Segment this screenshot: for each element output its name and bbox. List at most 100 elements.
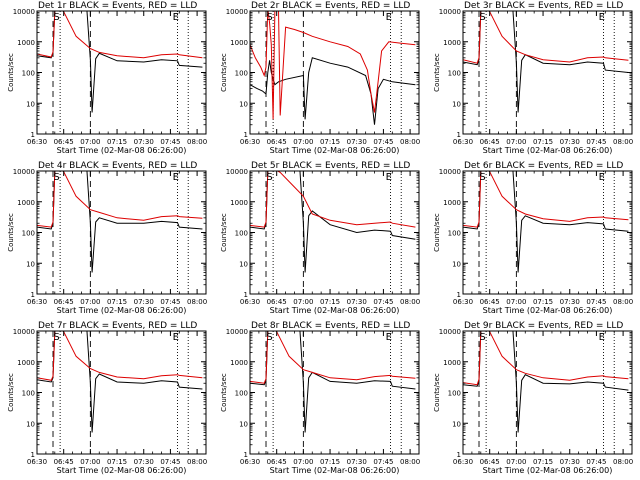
x-tick-label: 07:45 — [160, 458, 180, 466]
y-tick-label: 10000 — [439, 8, 461, 16]
x-tick-label: 07:00 — [293, 138, 313, 146]
y-tick-label: 10 — [452, 420, 461, 428]
y-tick-label: 10 — [452, 100, 461, 108]
x-tick-label: 07:30 — [347, 298, 367, 306]
x-tick-label: 07:00 — [506, 138, 526, 146]
annotation-s: S — [266, 172, 272, 183]
x-tick-label: 07:45 — [586, 138, 606, 146]
y-tick-label: 10 — [26, 420, 35, 428]
annotation-s: S — [266, 12, 272, 23]
annotation-e: E — [386, 12, 392, 23]
y-axis-label: Counts/sec — [7, 53, 15, 92]
x-tick-label: 07:45 — [160, 138, 180, 146]
y-tick-label: 1000 — [443, 39, 461, 47]
y-tick-label: 100 — [448, 390, 461, 398]
x-tick-label: 08:00 — [613, 458, 633, 466]
lld-series-line — [463, 11, 629, 64]
x-tick-label: 06:30 — [240, 298, 260, 306]
y-tick-label: 1 — [457, 451, 461, 459]
x-axis-label: Start Time (02-Mar-08 06:26:00) — [57, 306, 187, 315]
y-tick-label: 10 — [452, 260, 461, 268]
annotation-s: S — [479, 172, 485, 183]
y-tick-label: 10000 — [13, 8, 35, 16]
x-axis-label: Start Time (02-Mar-08 06:26:00) — [483, 466, 613, 475]
annotation-s: S — [53, 332, 59, 343]
events-series-line — [37, 331, 203, 433]
annotation-e: E — [386, 172, 392, 183]
x-tick-label: 06:45 — [54, 458, 74, 466]
x-tick-label: 06:45 — [480, 298, 500, 306]
y-axis-label: Counts/sec — [220, 213, 228, 252]
x-axis-label: Start Time (02-Mar-08 06:26:00) — [483, 146, 613, 155]
y-tick-label: 100 — [22, 390, 35, 398]
x-axis-label: Start Time (02-Mar-08 06:26:00) — [270, 146, 400, 155]
y-axis-label: Counts/sec — [433, 213, 441, 252]
lld-series-line — [37, 11, 203, 59]
y-axis-label: Counts/sec — [7, 213, 15, 252]
lld-series-line — [37, 331, 203, 381]
panel-title: Det 7r BLACK = Events, RED = LLD — [38, 321, 197, 331]
lld-series-line — [37, 171, 203, 228]
x-tick-label: 07:30 — [560, 298, 580, 306]
x-tick-label: 06:30 — [27, 138, 47, 146]
panel-title: Det 3r BLACK = Events, RED = LLD — [464, 1, 623, 11]
x-tick-label: 06:45 — [480, 138, 500, 146]
x-axis-label: Start Time (02-Mar-08 06:26:00) — [57, 466, 187, 475]
x-tick-label: 07:15 — [533, 298, 553, 306]
y-axis-label: Counts/sec — [220, 373, 228, 412]
y-tick-label: 10000 — [439, 328, 461, 336]
plot-frame — [36, 330, 207, 455]
events-series-line — [37, 11, 203, 113]
y-tick-label: 1000 — [17, 359, 35, 367]
events-series-line — [463, 11, 629, 113]
events-series-line — [463, 171, 629, 273]
y-tick-label: 100 — [235, 390, 248, 398]
x-tick-label: 07:15 — [533, 458, 553, 466]
x-tick-label: 07:00 — [80, 138, 100, 146]
x-axis-label: Start Time (02-Mar-08 06:26:00) — [270, 306, 400, 315]
x-tick-label: 08:00 — [400, 298, 420, 306]
x-tick-label: 07:30 — [560, 138, 580, 146]
y-tick-label: 1000 — [230, 39, 248, 47]
plot-frame — [249, 330, 420, 455]
y-tick-label: 10000 — [226, 168, 248, 176]
x-tick-label: 07:00 — [293, 298, 313, 306]
y-tick-label: 10 — [26, 260, 35, 268]
panel-title: Det 2r BLACK = Events, RED = LLD — [251, 1, 410, 11]
annotation-s: S — [479, 332, 485, 343]
annotation-e: E — [173, 332, 179, 343]
panel-title: Det 8r BLACK = Events, RED = LLD — [251, 321, 410, 331]
x-tick-label: 06:45 — [267, 458, 287, 466]
x-tick-label: 08:00 — [187, 458, 207, 466]
y-tick-label: 1 — [31, 131, 35, 139]
y-axis-label: Counts/sec — [220, 53, 228, 92]
y-axis-label: Counts/sec — [433, 53, 441, 92]
y-tick-label: 10000 — [226, 328, 248, 336]
x-tick-label: 07:00 — [80, 298, 100, 306]
y-tick-label: 100 — [235, 70, 248, 78]
annotation-e: E — [173, 12, 179, 23]
y-tick-label: 10 — [26, 100, 35, 108]
x-tick-label: 06:30 — [240, 458, 260, 466]
events-series-line — [250, 331, 416, 433]
y-tick-label: 1000 — [230, 359, 248, 367]
y-tick-label: 1000 — [17, 199, 35, 207]
y-tick-label: 1000 — [17, 39, 35, 47]
x-tick-label: 06:45 — [267, 298, 287, 306]
x-tick-label: 06:30 — [240, 138, 260, 146]
x-tick-label: 06:30 — [453, 458, 473, 466]
x-tick-label: 06:45 — [54, 298, 74, 306]
annotation-s: S — [266, 332, 272, 343]
lld-series-line — [463, 171, 629, 228]
annotation-s: S — [479, 12, 485, 23]
x-tick-label: 07:45 — [160, 298, 180, 306]
x-tick-label: 07:00 — [293, 458, 313, 466]
panel-title: Det 9r BLACK = Events, RED = LLD — [464, 321, 623, 331]
y-tick-label: 1 — [244, 291, 248, 299]
